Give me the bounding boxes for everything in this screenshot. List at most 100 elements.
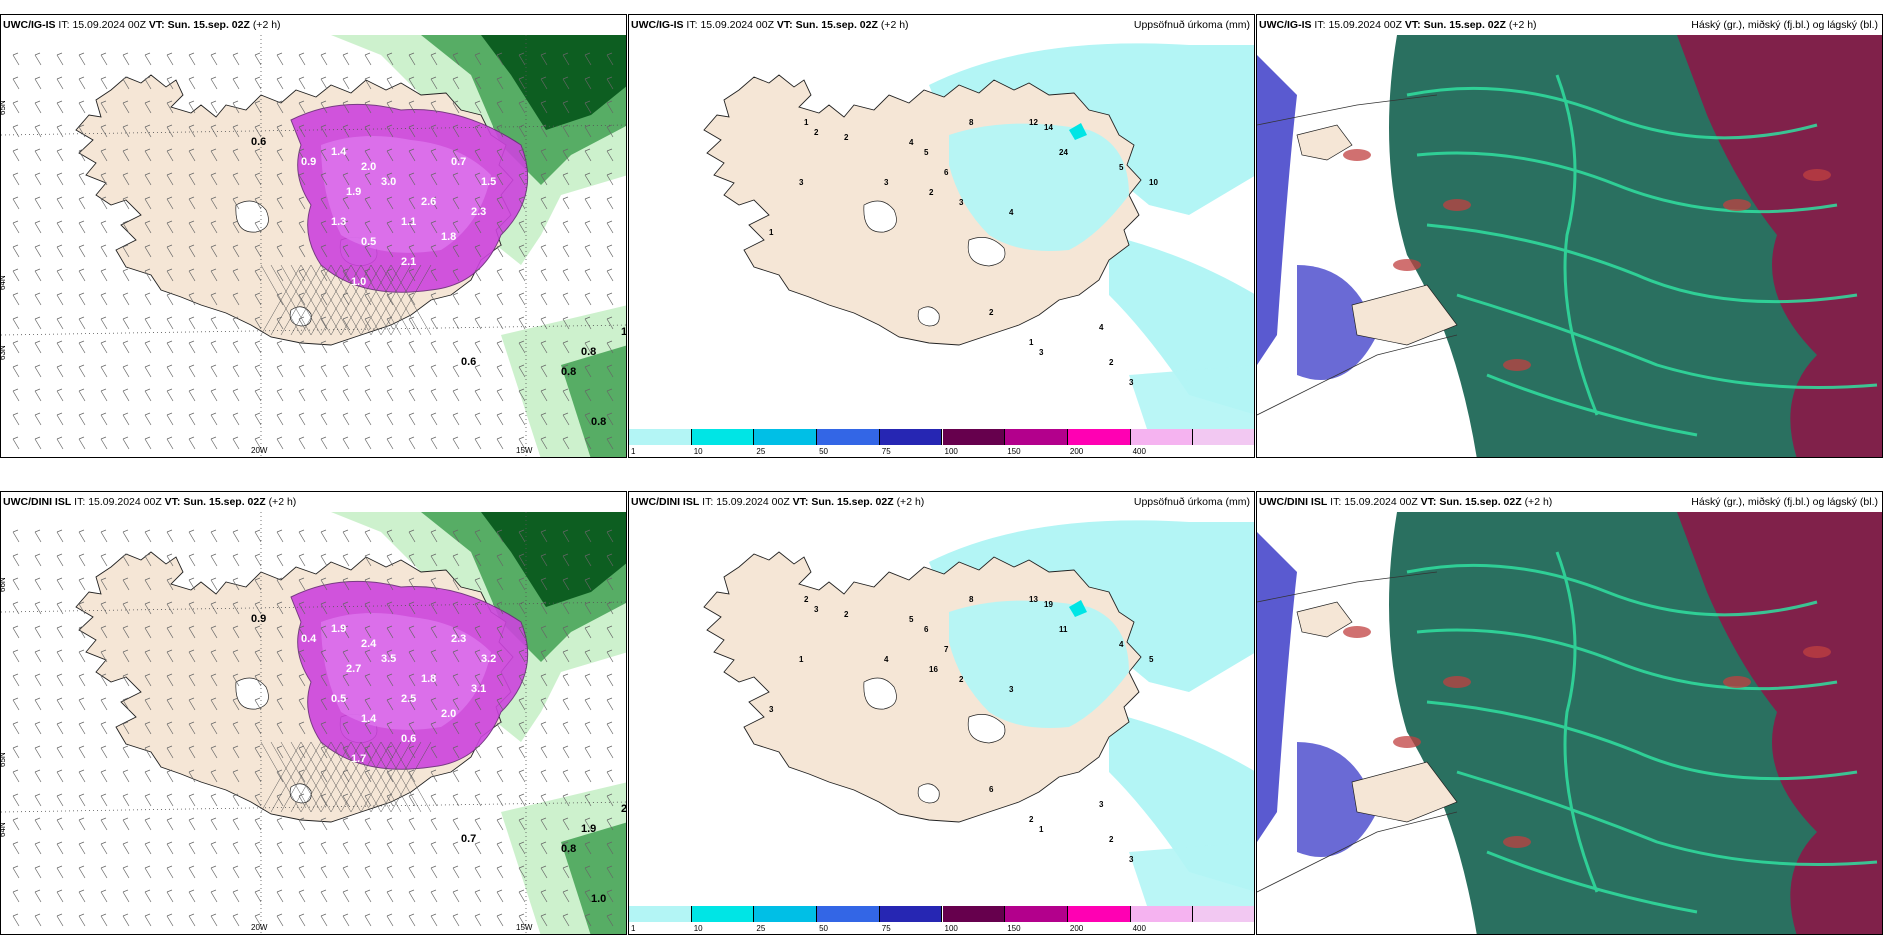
cloud-red-blob xyxy=(1343,149,1371,161)
precip-value-label: 1.4 xyxy=(331,146,347,158)
it-label: IT: xyxy=(74,496,86,508)
precip-value-label: 3 xyxy=(1129,378,1134,387)
precip-value-label: 1.8 xyxy=(441,231,456,243)
cloud-red-blob xyxy=(1443,676,1471,688)
it-value: 15.09.2024 00Z xyxy=(1344,496,1418,508)
row1-precip-panel: UWC/IG-IS IT: 15.09.2024 00Z VT: Sun. 15… xyxy=(628,14,1255,458)
colorbar-label: 100 xyxy=(944,924,958,933)
precip-value-label: 5 xyxy=(1149,655,1154,664)
colorbar-label: 50 xyxy=(819,924,828,933)
precip-value-label: 0.8 xyxy=(581,346,596,358)
precip-value-label: 2 xyxy=(1109,358,1114,367)
precip-value-label: 5 xyxy=(1119,163,1124,172)
colorbar-swatch xyxy=(754,429,818,445)
precip-value-label: 2.5 xyxy=(401,693,416,705)
precip-value-label: 2 xyxy=(959,675,964,684)
row1-precip-header: UWC/IG-IS IT: 15.09.2024 00Z VT: Sun. 15… xyxy=(631,19,909,31)
longitude-label: 20W xyxy=(251,446,268,455)
precip-value-label: 1 xyxy=(1039,825,1044,834)
precip-value-label: 3 xyxy=(884,178,889,187)
cloud-red-blob xyxy=(1503,836,1531,848)
row2-cloud-panel: UWC/DINI ISL IT: 15.09.2024 00Z VT: Sun.… xyxy=(1256,491,1883,935)
vt-label: VT: xyxy=(1404,19,1421,31)
colorbar-swatch xyxy=(879,429,943,445)
precip-value-label: 24 xyxy=(1059,148,1068,157)
precip-value-label: 1.4 xyxy=(361,713,377,725)
colorbar-swatch xyxy=(1067,429,1131,445)
colorbar-swatch xyxy=(691,906,755,922)
precip-value-label: 3 xyxy=(1099,800,1104,809)
precip-value-label: 1.9 xyxy=(346,186,361,198)
vt-value: Sun. 15.sep. 02Z xyxy=(811,496,894,508)
vt-label: VT: xyxy=(776,19,793,31)
it-value: 15.09.2024 00Z xyxy=(88,496,162,508)
model-name: UWC/DINI ISL xyxy=(1259,496,1328,508)
vt-value: Sun. 15.sep. 02Z xyxy=(183,496,266,508)
it-label: IT: xyxy=(58,19,70,31)
precip-value-label: 2 xyxy=(989,308,994,317)
precip-light-region xyxy=(1129,842,1254,912)
precip-title: Uppsöfnuð úrkoma (mm) xyxy=(1133,19,1250,31)
precip-value-label: 3.0 xyxy=(381,176,396,188)
vt-value: Sun. 15.sep. 02Z xyxy=(795,19,878,31)
precip-value-label: 6 xyxy=(989,785,994,794)
precip-value-label: 3 xyxy=(1039,348,1044,357)
precip-value-label: 0.8 xyxy=(561,843,576,855)
precip-value-label: 2 xyxy=(844,610,849,619)
colorbar-label: 75 xyxy=(881,447,891,456)
cloud-red-blob xyxy=(1803,646,1831,658)
precip-value-label: 1 xyxy=(804,118,809,127)
precip-value-label: 4 xyxy=(909,138,914,147)
colorbar-swatch xyxy=(691,429,755,445)
latitude-gridline xyxy=(1,324,626,336)
colorbar-swatch xyxy=(942,429,1006,445)
offset: (+2 h) xyxy=(268,496,297,508)
wind-barbs xyxy=(12,52,614,450)
precip-value-label: 2.5 xyxy=(621,803,627,815)
precip-value-label: 3 xyxy=(959,198,964,207)
colorbar-swatch xyxy=(817,906,880,922)
colorbar-label: 25 xyxy=(756,447,766,456)
precip-value-label: 0.7 xyxy=(451,156,466,168)
model-name: UWC/DINI ISL xyxy=(3,496,72,508)
cloud-red-blob xyxy=(1723,199,1751,211)
offset: (+2 h) xyxy=(880,19,909,31)
colorbar-swatch xyxy=(1193,429,1254,445)
precip-green-south-mid xyxy=(561,822,626,934)
precip-value-label: 0.8 xyxy=(561,366,576,378)
precip-max-cell xyxy=(1069,123,1087,140)
precip-value-label: 0.6 xyxy=(251,136,266,148)
precip-value-label: 0.7 xyxy=(461,833,476,845)
precip-value-label: 3 xyxy=(1129,855,1134,864)
it-value: 15.09.2024 00Z xyxy=(72,19,146,31)
model-name: UWC/IG-IS xyxy=(1259,19,1312,31)
precip-value-label: 4 xyxy=(1099,323,1104,332)
latitude-label: 65N xyxy=(1,752,7,767)
precip-value-label: 2.6 xyxy=(421,196,436,208)
precip-value-label: 8 xyxy=(969,595,974,604)
glacier-hole xyxy=(967,237,1006,267)
precip-value-label: 1 xyxy=(769,228,774,237)
coastline xyxy=(1257,811,1458,893)
wind-barbs xyxy=(12,529,614,927)
precip-value-label: 4 xyxy=(884,655,889,664)
colorbar-swatch xyxy=(1130,906,1194,922)
cloud-red-blob xyxy=(1393,259,1421,271)
colorbar-label: 100 xyxy=(944,447,958,456)
cloud-low-blue xyxy=(1257,532,1297,842)
precip-value-label: 4 xyxy=(1009,208,1014,217)
colorbar-label: 75 xyxy=(881,924,891,933)
precip-value-label: 0.9 xyxy=(251,613,266,625)
iceland-landmass xyxy=(1296,601,1353,638)
row2-cloud-map xyxy=(1257,512,1882,934)
row1-wind-header: UWC/IG-IS IT: 15.09.2024 00Z VT: Sun. 15… xyxy=(3,19,281,31)
precip-value-label: 2 xyxy=(1029,815,1034,824)
precip-value-label: 2.0 xyxy=(441,708,456,720)
colorbar-label: 50 xyxy=(819,447,828,456)
vt-value: Sun. 15.sep. 02Z xyxy=(167,19,250,31)
cloud-red-blob xyxy=(1803,169,1831,181)
precip-value-label: 1.9 xyxy=(581,823,596,835)
offset: (+2 h) xyxy=(1524,496,1553,508)
precip-value-label: 10 xyxy=(1149,178,1158,187)
